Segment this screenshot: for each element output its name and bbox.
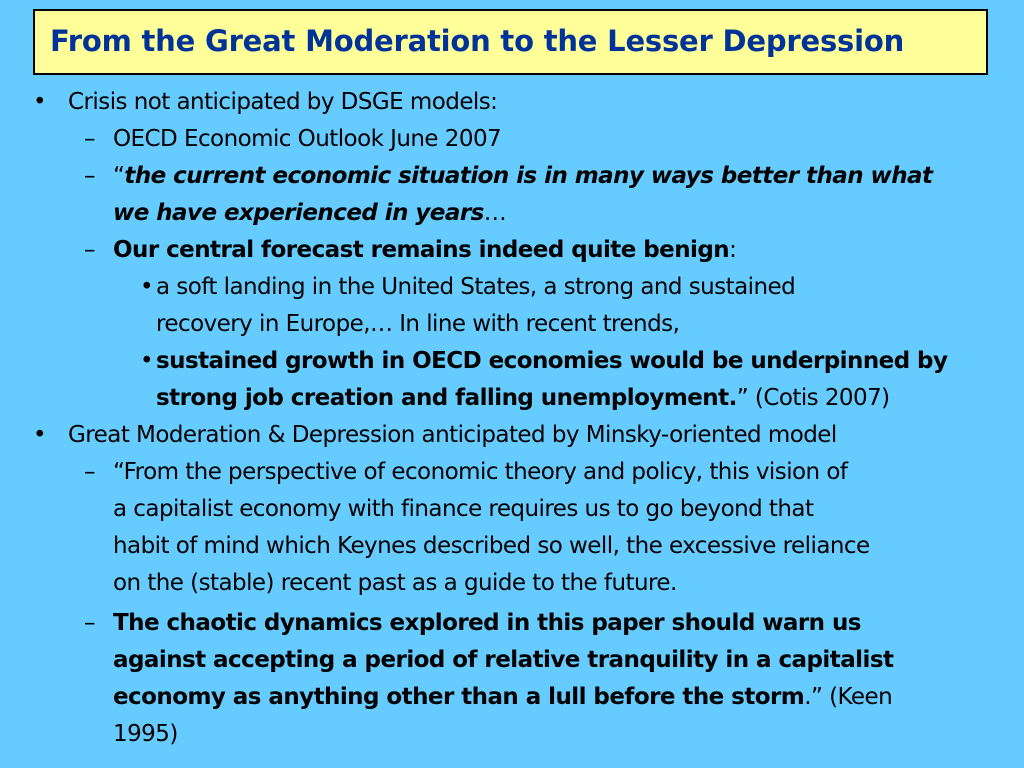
dash-marker: – (84, 126, 96, 152)
quote-open: “ (113, 163, 125, 189)
sub-item-chaotic-dynamics: – The chaotic dynamics explored in this … (0, 605, 1024, 642)
sub-item-chaotic-dynamics-cont: against accepting a period of relative t… (0, 642, 1024, 679)
cotis-citation: ” (Cotis 2007) (736, 385, 890, 411)
minsky-quote-line2: a capitalist economy with finance requir… (113, 496, 814, 522)
bullet-marker: • (33, 422, 47, 448)
minsky-quote-line3: habit of mind which Keynes described so … (113, 533, 870, 559)
sub-item-minsky-quote-cont: a capitalist economy with finance requir… (0, 491, 1024, 528)
chaotic-line3: economy as anything other than a lull be… (113, 684, 805, 710)
quote-text-line2: we have experienced in years (113, 200, 484, 226)
soft-landing-line1: a soft landing in the United States, a s… (156, 274, 796, 300)
slide-title: From the Great Moderation to the Lesser … (50, 24, 905, 58)
sub-item-central-forecast: – Our central forecast remains indeed qu… (0, 232, 1024, 269)
sustained-growth-line1: sustained growth in OECD economies would… (156, 348, 948, 374)
bullet-marker: • (140, 274, 154, 300)
dash-marker: – (84, 610, 96, 636)
slide-body: • Crisis not anticipated by DSGE models:… (0, 84, 1024, 753)
sub-item-text: OECD Economic Outlook June 2007 (113, 126, 502, 152)
sub-item-chaotic-dynamics-cont: economy as anything other than a lull be… (0, 679, 1024, 716)
sub-item-minsky-quote-cont: habit of mind which Keynes described so … (0, 528, 1024, 565)
sub-sub-item-sustained-growth: • sustained growth in OECD economies wou… (0, 343, 1024, 380)
chaotic-line2: against accepting a period of relative t… (113, 647, 894, 673)
chaotic-line1: The chaotic dynamics explored in this pa… (113, 610, 861, 636)
dash-marker: – (84, 237, 96, 263)
sub-item-minsky-quote-cont: on the (stable) recent past as a guide t… (0, 565, 1024, 602)
forecast-text: Our central forecast remains indeed quit… (113, 237, 730, 263)
forecast-colon: : (729, 237, 737, 263)
sub-item-quote-situation: – “the current economic situation is in … (0, 158, 1024, 195)
bullet-item-2: • Great Moderation & Depression anticipa… (0, 417, 1024, 454)
sub-item-minsky-quote: – “From the perspective of economic theo… (0, 454, 1024, 491)
quote-ellipsis: … (483, 200, 507, 226)
dash-marker: – (84, 163, 96, 189)
keen-citation: .” (Keen (804, 684, 893, 710)
sub-item-chaotic-dynamics-cont: 1995) (0, 716, 1024, 753)
minsky-quote-line4: on the (stable) recent past as a guide t… (113, 570, 677, 596)
dash-marker: – (84, 459, 96, 485)
sustained-growth-line2: strong job creation and falling unemploy… (156, 385, 737, 411)
bullet-text: Crisis not anticipated by DSGE models: (68, 89, 498, 115)
bullet-marker: • (140, 348, 154, 374)
quote-text-line1: the current economic situation is in man… (124, 163, 933, 189)
keen-year: 1995) (113, 721, 178, 747)
minsky-quote-line1: “From the perspective of economic theory… (113, 459, 848, 485)
soft-landing-line2: recovery in Europe,… In line with recent… (156, 311, 680, 337)
bullet-marker: • (33, 89, 47, 115)
sub-sub-item-soft-landing: • a soft landing in the United States, a… (0, 269, 1024, 306)
sub-item-oecd-outlook: – OECD Economic Outlook June 2007 (0, 121, 1024, 158)
bullet-text: Great Moderation & Depression anticipate… (68, 422, 837, 448)
slide-title-box: From the Great Moderation to the Lesser … (33, 9, 988, 75)
bullet-item-1: • Crisis not anticipated by DSGE models: (0, 84, 1024, 121)
sub-sub-item-soft-landing-cont: recovery in Europe,… In line with recent… (0, 306, 1024, 343)
sub-sub-item-sustained-growth-cont: strong job creation and falling unemploy… (0, 380, 1024, 417)
sub-item-quote-situation-cont: we have experienced in years… (0, 195, 1024, 232)
